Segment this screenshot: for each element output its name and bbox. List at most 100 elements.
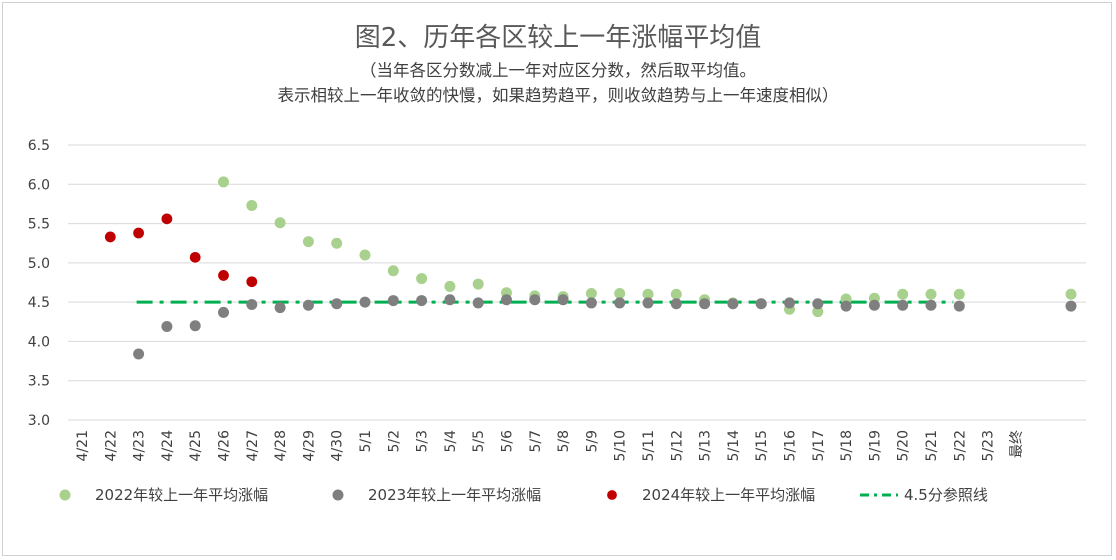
legend-label: 2022年较上一年平均涨幅: [95, 486, 268, 504]
data-point-2: [1065, 300, 1077, 312]
data-point-3: [132, 226, 146, 240]
data-point-2: [472, 297, 484, 309]
data-point-1: [812, 306, 824, 318]
legend-marker: [332, 489, 344, 501]
data-point-1: [585, 288, 597, 299]
x-tick-label: 5/1: [358, 430, 374, 453]
data-point-1: [246, 200, 258, 211]
x-tick-label: 4/28: [273, 430, 289, 461]
x-tick-label: 4/22: [103, 430, 119, 461]
legend-marker: [605, 488, 619, 502]
data-point-1: [1065, 288, 1077, 300]
data-point-2: [699, 298, 711, 310]
x-tick-label: 5/2: [386, 430, 402, 453]
chart-title: 图2、历年各区较上一年涨幅平均值: [355, 23, 762, 53]
y-tick-label: 5.5: [28, 217, 50, 233]
y-tick-label: 6.0: [28, 177, 50, 193]
data-point-2: [246, 299, 258, 310]
x-tick-label: 4/25: [188, 430, 204, 461]
data-point-1: [274, 217, 286, 229]
x-tick-label: 5/22: [952, 430, 968, 461]
data-point-2: [274, 302, 286, 314]
data-point-1: [925, 288, 937, 300]
x-tick-label: 5/20: [896, 430, 912, 461]
x-tick-label: 4/29: [301, 430, 317, 461]
data-point-2: [614, 297, 626, 309]
data-point-1: [416, 273, 428, 285]
data-point-1: [472, 278, 484, 290]
data-point-2: [897, 299, 909, 311]
data-point-2: [585, 297, 597, 309]
data-point-2: [670, 298, 682, 310]
data-point-2: [331, 298, 343, 310]
data-point-2: [642, 297, 654, 309]
data-point-2: [755, 298, 767, 310]
data-point-1: [444, 280, 456, 292]
x-tick-label: 5/6: [500, 430, 516, 453]
x-tick-label: 5/3: [415, 430, 431, 453]
x-tick-label: 4/24: [160, 430, 176, 462]
x-tick-label: 5/4: [443, 430, 459, 453]
data-point-2: [557, 294, 569, 306]
data-point-2: [387, 295, 399, 307]
x-tick-label: 5/23: [981, 430, 997, 461]
x-tick-label: 5/10: [613, 430, 629, 461]
data-point-2: [529, 294, 541, 306]
chart-subtitle-line-1: （当年各区分数减上一年对应区分数，然后取平均值。: [360, 61, 756, 80]
legend-label: 2023年较上一年平均涨幅: [368, 486, 541, 504]
x-tick-label: 4/30: [330, 430, 346, 461]
data-point-1: [953, 288, 965, 300]
data-point-3: [245, 275, 259, 289]
x-tick-label: 5/19: [867, 430, 883, 461]
x-tick-label: 4/26: [217, 430, 233, 462]
y-tick-label: 5.0: [28, 256, 50, 272]
data-point-2: [189, 320, 201, 332]
x-tick-label: 最终: [1009, 430, 1025, 458]
legend-label: 4.5分参照线: [904, 486, 988, 504]
data-point-2: [868, 299, 880, 311]
x-tick-label: 5/14: [726, 430, 742, 462]
data-point-2: [416, 295, 428, 307]
data-point-1: [670, 288, 682, 300]
data-point-2: [812, 298, 824, 310]
x-tick-label: 5/9: [584, 430, 600, 453]
data-point-2: [784, 297, 795, 309]
data-point-2: [359, 296, 371, 308]
gridlines: [68, 144, 1086, 421]
data-point-1: [302, 236, 314, 248]
x-tick-label: 4/27: [245, 430, 261, 461]
x-tick-label: 4/21: [75, 430, 91, 461]
data-points: [103, 176, 1077, 360]
y-axis-ticks: 3.0 3.5 4.0 4.5 5.0 5.5 6.0 6.5: [28, 138, 50, 429]
x-tick-label: 5/7: [528, 430, 544, 453]
data-point-1: [387, 265, 399, 277]
data-point-1: [218, 176, 229, 188]
x-tick-label: 5/18: [839, 430, 855, 461]
x-tick-label: 5/15: [754, 430, 770, 461]
x-tick-label: 5/11: [641, 430, 657, 461]
chart-subtitle-line-2: 表示相较上一年收敛的快慢，如果趋势趋平，则收敛趋势与上一年速度相似）: [278, 85, 839, 105]
data-point-2: [218, 306, 229, 318]
y-tick-label: 3.0: [28, 413, 50, 429]
y-tick-label: 3.5: [28, 374, 50, 390]
legend: 2022年较上一年平均涨幅 2023年较上一年平均涨幅 2024年较上一年平均涨幅 4…: [59, 486, 988, 504]
x-tick-label: 5/5: [471, 430, 487, 453]
legend-marker: [59, 489, 71, 501]
data-point-2: [133, 348, 145, 360]
data-point-2: [302, 299, 314, 311]
data-point-1: [642, 288, 654, 300]
x-tick-label: 5/16: [783, 430, 799, 462]
legend-label: 2024年较上一年平均涨幅: [642, 486, 815, 504]
data-point-1: [359, 249, 371, 261]
data-point-3: [216, 268, 231, 283]
x-tick-label: 5/21: [924, 430, 940, 461]
data-point-1: [331, 237, 343, 249]
data-point-3: [160, 212, 174, 226]
data-point-2: [953, 300, 965, 312]
x-tick-label: 5/8: [556, 430, 572, 453]
y-tick-label: 4.5: [28, 295, 50, 311]
x-tick-label: 5/12: [669, 430, 685, 461]
data-point-2: [925, 299, 937, 311]
